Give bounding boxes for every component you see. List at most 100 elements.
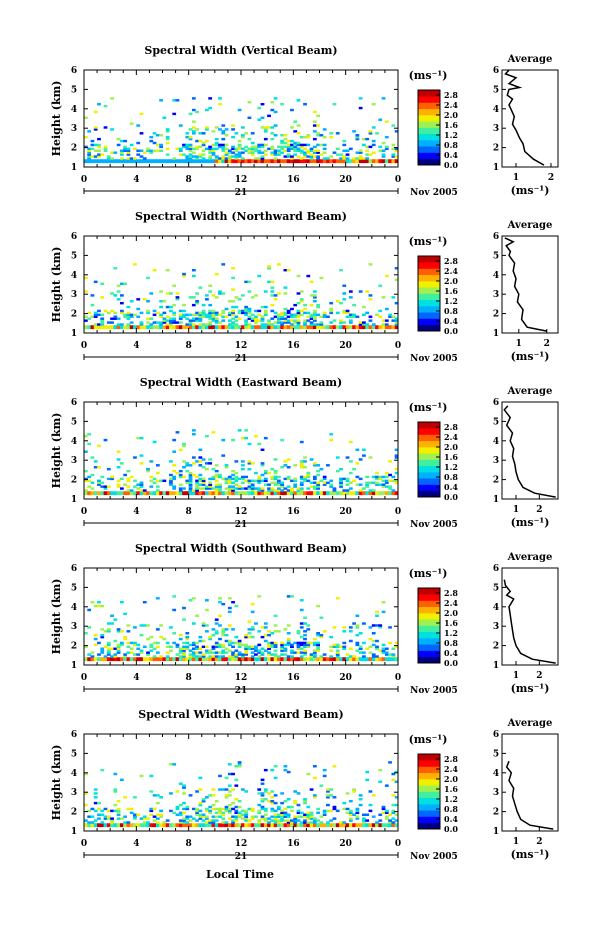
heatmap-cell bbox=[286, 595, 291, 598]
heatmap-cell bbox=[303, 147, 307, 151]
heatmap-cell bbox=[348, 647, 353, 650]
heatmap-cell bbox=[384, 647, 389, 650]
heatmap-cell bbox=[378, 325, 383, 330]
heatmap-cell bbox=[267, 653, 271, 656]
heatmap-cell bbox=[224, 153, 229, 156]
heatmap-cell bbox=[244, 280, 249, 284]
heatmap-cell bbox=[139, 817, 144, 820]
heatmap-cell bbox=[218, 143, 222, 147]
heatmap-cell bbox=[273, 469, 278, 473]
heatmap-cell bbox=[322, 483, 327, 486]
heatmap-cell bbox=[113, 655, 118, 658]
heatmap-cell bbox=[362, 159, 366, 164]
heatmap-cell bbox=[355, 325, 360, 330]
heatmap-cell bbox=[218, 489, 222, 492]
heatmap-cell bbox=[303, 630, 307, 633]
heatmap-cell bbox=[165, 651, 170, 654]
heatmap-cell bbox=[139, 149, 144, 152]
heatmap-cell bbox=[260, 635, 265, 639]
heatmap-cell bbox=[201, 813, 206, 816]
heatmap-cell bbox=[384, 307, 389, 311]
heatmap-cell bbox=[191, 274, 196, 278]
heatmap-cell bbox=[155, 645, 160, 649]
heatmap-cell bbox=[218, 624, 222, 627]
heatmap-cell bbox=[290, 645, 294, 649]
heatmap-cell bbox=[273, 643, 278, 647]
heatmap-cell bbox=[152, 657, 157, 662]
heatmap-cell bbox=[283, 647, 288, 650]
colorbar-swatch bbox=[418, 650, 440, 658]
heatmap-cell bbox=[355, 807, 360, 811]
heatmap-cell bbox=[103, 655, 108, 658]
heatmap-cell bbox=[100, 647, 105, 650]
heatmap-cell bbox=[378, 780, 383, 783]
heatmap-cell bbox=[234, 323, 239, 326]
heatmap-cell bbox=[348, 481, 353, 484]
heatmap-cell bbox=[358, 483, 363, 486]
heatmap-cell bbox=[175, 653, 180, 656]
heatmap-cell bbox=[142, 817, 147, 820]
heatmap-cell bbox=[169, 491, 173, 496]
heatmap-cell bbox=[103, 145, 108, 149]
heatmap-cell bbox=[283, 819, 288, 822]
heatmap-cell bbox=[260, 126, 265, 129]
heatmap-cell bbox=[100, 649, 105, 652]
heatmap-cell bbox=[178, 321, 183, 324]
heatmap-cell bbox=[84, 319, 88, 322]
heatmap-cell bbox=[293, 159, 298, 164]
heatmap-cell bbox=[93, 126, 98, 129]
heatmap-cell bbox=[244, 325, 249, 330]
heatmap-cell bbox=[342, 325, 347, 330]
heatmap-cell bbox=[241, 325, 245, 330]
heatmap-cell bbox=[149, 292, 154, 295]
heatmap-cell bbox=[303, 798, 307, 801]
y-tick-label: 3 bbox=[71, 788, 77, 798]
heatmap-cell bbox=[250, 655, 255, 658]
heatmap-cell bbox=[152, 823, 157, 828]
heatmap-cell bbox=[247, 635, 252, 639]
heatmap-cell bbox=[106, 643, 111, 647]
heatmap-cell bbox=[198, 647, 203, 650]
heatmap-cell bbox=[280, 809, 285, 813]
heatmap-cell bbox=[388, 813, 392, 816]
heatmap-cell bbox=[205, 815, 209, 818]
heatmap-cell bbox=[365, 483, 370, 486]
heatmap-cell bbox=[296, 491, 301, 496]
heatmap-cell bbox=[214, 473, 219, 477]
heatmap-cell bbox=[149, 807, 154, 811]
heatmap-cell bbox=[188, 485, 193, 488]
heatmap-cell bbox=[231, 600, 235, 604]
heatmap-cell bbox=[234, 778, 239, 782]
heatmap-cell bbox=[270, 151, 275, 154]
colorbar-swatch bbox=[418, 656, 440, 664]
heatmap-cell bbox=[244, 313, 249, 317]
heatmap-cell bbox=[87, 491, 92, 496]
heatmap-cell bbox=[316, 325, 320, 330]
heatmap-cell bbox=[283, 799, 288, 803]
heatmap-cell bbox=[103, 645, 108, 649]
heatmap-cell bbox=[332, 817, 337, 820]
heatmap-cell bbox=[198, 464, 203, 467]
heatmap-cell bbox=[388, 653, 392, 656]
heatmap-cell bbox=[244, 475, 249, 479]
heatmap-cell bbox=[191, 597, 196, 600]
heatmap-cell bbox=[355, 483, 360, 486]
heatmap-cell bbox=[254, 815, 258, 818]
heatmap-cell bbox=[126, 323, 131, 326]
heatmap-cell bbox=[342, 630, 347, 633]
heatmap-cell bbox=[155, 134, 160, 137]
date-label: Nov 2005 bbox=[410, 520, 458, 530]
heatmap-cell bbox=[224, 477, 229, 481]
heatmap-cell bbox=[247, 307, 252, 311]
heatmap-cell bbox=[358, 823, 363, 828]
heatmap-cell bbox=[84, 315, 88, 318]
heatmap-cell bbox=[234, 475, 239, 479]
heatmap-cell bbox=[231, 305, 235, 309]
heatmap-cell bbox=[260, 464, 265, 467]
heatmap-cell bbox=[250, 809, 255, 813]
heatmap-cell bbox=[195, 145, 199, 149]
heatmap-cell bbox=[319, 153, 324, 156]
x-tick-label: 8 bbox=[186, 507, 192, 517]
heatmap-cell bbox=[273, 298, 278, 301]
heatmap-cell bbox=[201, 315, 206, 318]
